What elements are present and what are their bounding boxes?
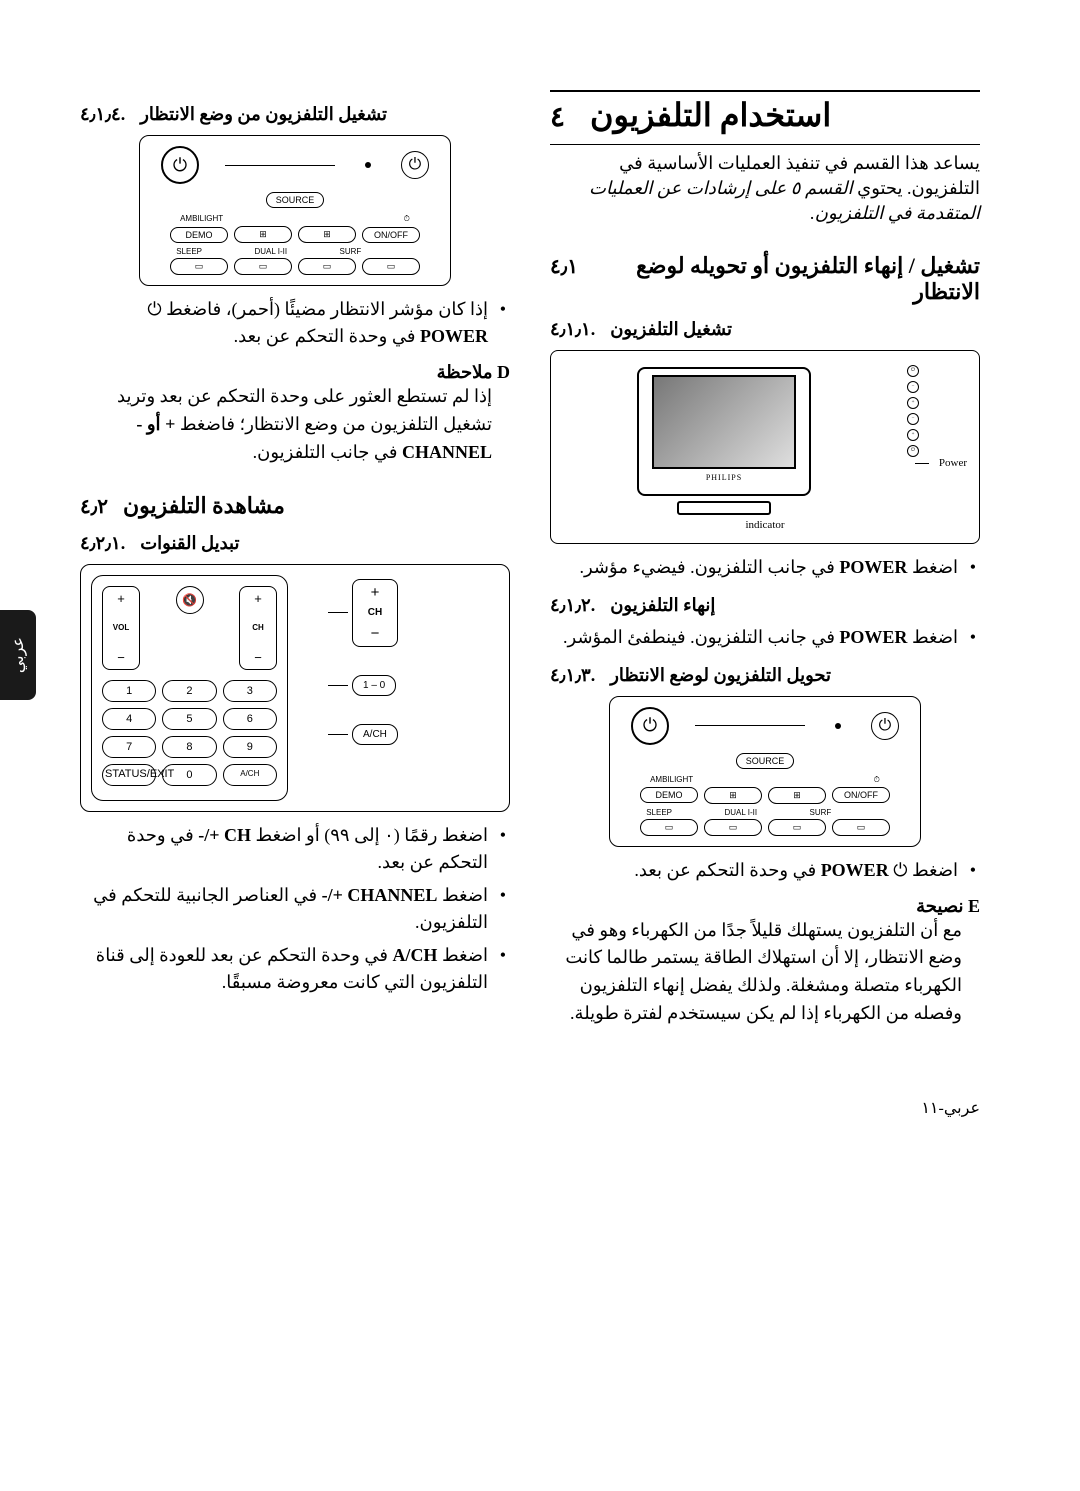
num-9: 9 — [223, 736, 277, 758]
power-label: Power — [939, 457, 967, 469]
indicator-label: indicator — [557, 519, 973, 531]
source-btn-2: SOURCE — [736, 753, 794, 769]
heading-42: مشاهدة التلفزيون ٤٫٢ — [80, 493, 510, 519]
source-btn: SOURCE — [266, 192, 324, 208]
bullet-412: اضغط POWER في جانب التلفزيون. فينطفئ الم… — [550, 624, 980, 651]
heading-411-num: ٤٫١٫١. — [550, 319, 595, 340]
blank-btn: ▭ — [170, 258, 228, 275]
power-icon-btn — [161, 146, 199, 184]
power-icon-btn-small-2 — [871, 712, 899, 740]
power-kw-1: POWER — [839, 557, 907, 577]
dual-btn: ▭ — [298, 258, 356, 275]
num-2: 2 — [162, 680, 216, 702]
chapter-header: استخدام التلفزيون ٤ — [550, 96, 980, 145]
figure-remote-standby: SOURCE AMBILIGHT ⏱ ON/OFF ⊞ ⊞ DEMO SLEEP… — [609, 696, 921, 847]
note-head: D ملاحظة — [80, 362, 510, 383]
grid-btn-1: ⊞ — [298, 226, 356, 243]
onoff-btn-2: ON/OFF — [832, 787, 890, 803]
ambi-label: AMBILIGHT — [180, 214, 223, 224]
side-tab-label: عربي — [9, 637, 28, 673]
heading-411-text: تشغيل التلفزيون — [610, 319, 732, 340]
side-tab: عربي — [0, 610, 36, 700]
heading-413-num: ٤٫١٫٣. — [550, 665, 595, 686]
num-8: 8 — [162, 736, 216, 758]
tv-side-buttons: ⏻ − + − + ⏻ — [907, 365, 919, 457]
heading-412: إنهاء التلفزيون ٤٫١٫٢. — [550, 595, 980, 616]
heading-414: تشغيل التلفزيون من وضع الانتظار ٤٫١٫٤. — [80, 104, 510, 125]
status-btn: STATUS/EXIT — [102, 764, 156, 786]
sleep-btn: ▭ — [362, 258, 420, 275]
ch-pm-kw: CH +/- — [198, 825, 251, 845]
chapter-num: ٤ — [550, 100, 565, 134]
tip-head: E نصيحة — [550, 896, 980, 917]
demo-btn-2: DEMO — [640, 787, 698, 803]
power-kw-3: POWER — [821, 860, 889, 880]
callout-ch: +CH− — [352, 579, 398, 647]
num-5: 5 — [162, 708, 216, 730]
num-4: 4 — [102, 708, 156, 730]
mute-btn: 🔇 — [176, 586, 204, 614]
figure-remote-channels: +VOL− 🔇 +CH− 1 2 3 4 5 6 7 8 9 STATUS/EX… — [80, 564, 510, 812]
num-3: 3 — [223, 680, 277, 702]
bullet-421a: اضغط رقمًا (٠ إلى ٩٩) أو اضغط CH +/- في … — [80, 822, 510, 876]
callout-ach: A/CH — [352, 724, 398, 745]
num-7: 7 — [102, 736, 156, 758]
heading-41-num: ٤٫١ — [550, 254, 578, 279]
figure-remote-standby-on: SOURCE AMBILIGHT ⏱ ON/OFF ⊞ ⊞ DEMO SLEEP… — [139, 135, 451, 286]
callout-range: 1 – 0 — [352, 675, 396, 696]
heading-42-num: ٤٫٢ — [80, 494, 108, 519]
page-footer: عربي-١١ — [0, 1098, 1080, 1118]
bullet-421c: اضغط A/CH في وحدة التحكم عن بعد للعودة إ… — [80, 942, 510, 996]
note-body: إذا لم تستطع العثور على وحدة التحكم عن ب… — [80, 383, 510, 467]
ch-box: +CH− — [239, 586, 277, 670]
chapter-title: استخدام التلفزيون — [590, 96, 831, 134]
rule — [550, 90, 980, 92]
power-kw: POWER — [420, 326, 488, 346]
tv-body: PHILIPS — [637, 367, 811, 496]
num-0: 0 — [162, 764, 216, 786]
heading-41: تشغيل / إنهاء التلفزيون أو تحويله لوضع ا… — [550, 253, 980, 305]
grid-btn-2: ⊞ — [234, 226, 292, 243]
heading-414-text: تشغيل التلفزيون من وضع الانتظار — [140, 104, 387, 125]
vol-box: +VOL− — [102, 586, 140, 670]
intro-text: يساعد هذا القسم في تنفيذ العمليات الأساس… — [550, 151, 980, 227]
surf-label: SURF — [340, 247, 362, 256]
onoff-btn: ON/OFF — [362, 227, 420, 243]
heading-414-num: ٤٫١٫٤. — [80, 104, 125, 125]
power-icon-btn-small — [401, 151, 429, 179]
heading-421: تبديل القنوات ٤٫٢٫١. — [80, 533, 510, 554]
heading-41-text: تشغيل / إنهاء التلفزيون أو تحويله لوضع ا… — [593, 253, 980, 305]
heading-412-text: إنهاء التلفزيون — [610, 595, 715, 616]
tv-screen — [652, 375, 796, 469]
bullet-414: إذا كان مؤشر الانتظار مضيئًا (أحمر)، فاض… — [80, 296, 510, 350]
bullet-411: اضغط POWER في جانب التلفزيون. فيضيء مؤشر… — [550, 554, 980, 581]
ach-btn-grid: A/CH — [223, 764, 277, 786]
heading-421-num: ٤٫٢٫١. — [80, 533, 125, 554]
demo-btn: DEMO — [170, 227, 228, 243]
right-column: استخدام التلفزيون ٤ يساعد هذا القسم في ت… — [550, 90, 980, 1028]
ach-kw: A/CH — [392, 945, 437, 965]
num-1: 1 — [102, 680, 156, 702]
heading-413: تحويل التلفزيون لوضع الانتظار ٤٫١٫٣. — [550, 665, 980, 686]
tv-stand — [677, 501, 771, 515]
heading-412-num: ٤٫١٫٢. — [550, 595, 595, 616]
left-column: تشغيل التلفزيون من وضع الانتظار ٤٫١٫٤. S… — [80, 90, 510, 1028]
tv-brand: PHILIPS — [639, 473, 809, 482]
figure-tv: PHILIPS ⏻ − + − + ⏻ Power indicator — [550, 350, 980, 544]
num-6: 6 — [223, 708, 277, 730]
channel-pm-kw: CHANNEL +/- — [322, 885, 438, 905]
heading-421-text: تبديل القنوات — [140, 533, 239, 554]
power-icon-btn-2 — [631, 707, 669, 745]
heading-411: تشغيل التلفزيون ٤٫١٫١. — [550, 319, 980, 340]
bullet-413: اضغط ⏻ POWER في وحدة التحكم عن بعد. — [550, 857, 980, 884]
surf-btn: ▭ — [234, 258, 292, 275]
power-kw-2: POWER — [839, 627, 907, 647]
sleep-label: SLEEP — [176, 247, 202, 256]
heading-42-text: مشاهدة التلفزيون — [123, 493, 285, 519]
heading-413-text: تحويل التلفزيون لوضع الانتظار — [610, 665, 831, 686]
dual-label: DUAL I-II — [254, 247, 287, 256]
bullet-421b: اضغط CHANNEL +/- في العناصر الجانبية للت… — [80, 882, 510, 936]
tip-body: مع أن التلفزيون يستهلك قليلاً جدًا من ال… — [550, 917, 980, 1029]
